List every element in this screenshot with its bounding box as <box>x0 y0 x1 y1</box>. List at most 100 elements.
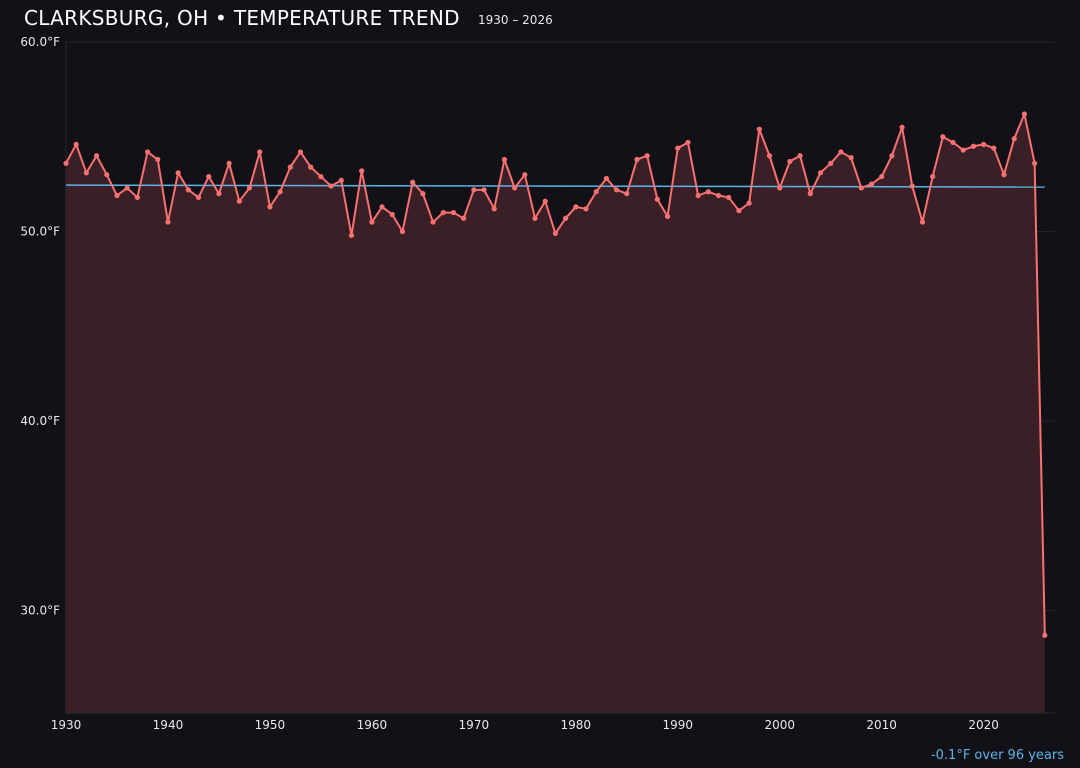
data-point <box>634 156 640 163</box>
data-point <box>134 194 140 201</box>
data-point <box>715 192 722 199</box>
data-point <box>1042 632 1048 638</box>
data-point <box>461 215 467 221</box>
data-point <box>868 181 875 187</box>
data-point <box>981 141 987 147</box>
data-point <box>970 143 977 149</box>
data-point <box>705 189 711 195</box>
data-point <box>155 156 161 163</box>
data-point <box>206 173 212 180</box>
data-point <box>328 183 334 189</box>
data-point <box>930 173 936 180</box>
data-point <box>593 189 599 195</box>
data-point <box>389 211 395 218</box>
data-point <box>940 134 946 140</box>
data-point <box>63 160 69 166</box>
data-point <box>522 172 528 178</box>
area-fill <box>66 114 1045 713</box>
data-point <box>960 147 966 153</box>
data-point <box>1032 160 1038 166</box>
data-point <box>858 185 864 191</box>
data-point <box>308 164 314 170</box>
data-point <box>348 232 355 238</box>
x-tick-label: 2020 <box>968 718 999 732</box>
data-point <box>1001 172 1007 178</box>
data-point <box>838 149 844 155</box>
data-point <box>848 155 854 161</box>
data-point <box>359 168 365 174</box>
data-point <box>287 164 293 170</box>
data-point <box>603 175 609 182</box>
data-point <box>440 209 446 216</box>
x-tick-label: 1960 <box>357 718 388 732</box>
data-point <box>654 196 660 202</box>
data-point <box>512 185 518 191</box>
y-tick-label: 30.0°F <box>20 604 60 618</box>
data-point <box>185 187 191 193</box>
data-point <box>297 149 304 155</box>
data-point <box>746 200 752 206</box>
data-point <box>216 191 222 197</box>
x-tick-label: 1940 <box>153 718 184 732</box>
data-point <box>144 149 151 155</box>
data-point <box>787 158 793 165</box>
data-point <box>481 187 487 193</box>
data-point <box>613 187 620 193</box>
data-point <box>338 177 344 183</box>
data-point <box>175 170 181 176</box>
trend-summary: -0.1°F over 96 years <box>930 748 1064 763</box>
data-point <box>817 170 824 176</box>
data-point <box>1021 111 1028 117</box>
data-point <box>277 189 283 195</box>
data-point <box>379 204 385 210</box>
data-point <box>104 172 110 178</box>
data-point <box>756 126 762 132</box>
data-point <box>991 145 997 151</box>
data-point <box>195 194 202 201</box>
data-point <box>624 191 630 197</box>
data-point <box>246 185 253 191</box>
data-point <box>124 185 130 191</box>
data-point <box>664 213 671 219</box>
data-point <box>695 192 701 199</box>
data-point <box>685 139 691 146</box>
data-point <box>909 183 915 189</box>
data-point <box>1011 136 1017 142</box>
data-point <box>889 153 895 159</box>
data-point <box>879 173 885 180</box>
data-point <box>644 153 650 159</box>
data-point <box>420 191 426 197</box>
chart-subtitle: 1930 – 2026 <box>478 13 553 27</box>
x-tick-label: 1980 <box>561 718 592 732</box>
data-point <box>501 156 508 163</box>
data-point <box>777 185 783 191</box>
data-point <box>114 192 120 199</box>
data-point <box>736 208 742 214</box>
data-point <box>257 149 263 155</box>
x-tick-label: 1930 <box>51 718 82 732</box>
data-point <box>899 124 905 130</box>
data-point <box>950 139 956 146</box>
chart-title: CLARKSBURG, OH • TEMPERATURE TREND <box>24 6 460 30</box>
data-point <box>552 230 559 237</box>
x-tick-label: 2000 <box>764 718 795 732</box>
x-tick-label: 1970 <box>459 718 490 732</box>
data-point <box>399 228 406 235</box>
trend-line <box>65 184 1045 188</box>
data-point <box>236 198 242 204</box>
x-tick-label: 2010 <box>866 718 897 732</box>
data-point <box>797 153 803 159</box>
data-point <box>542 198 548 204</box>
data-point <box>573 204 579 210</box>
data-point <box>471 187 477 193</box>
data-point <box>165 219 171 225</box>
data-point <box>675 145 681 151</box>
data-point <box>369 219 375 225</box>
data-point <box>583 206 589 212</box>
data-point <box>766 153 773 159</box>
data-point <box>318 173 324 180</box>
data-point <box>726 194 732 201</box>
y-tick-label: 40.0°F <box>20 414 60 428</box>
data-point <box>83 170 89 176</box>
